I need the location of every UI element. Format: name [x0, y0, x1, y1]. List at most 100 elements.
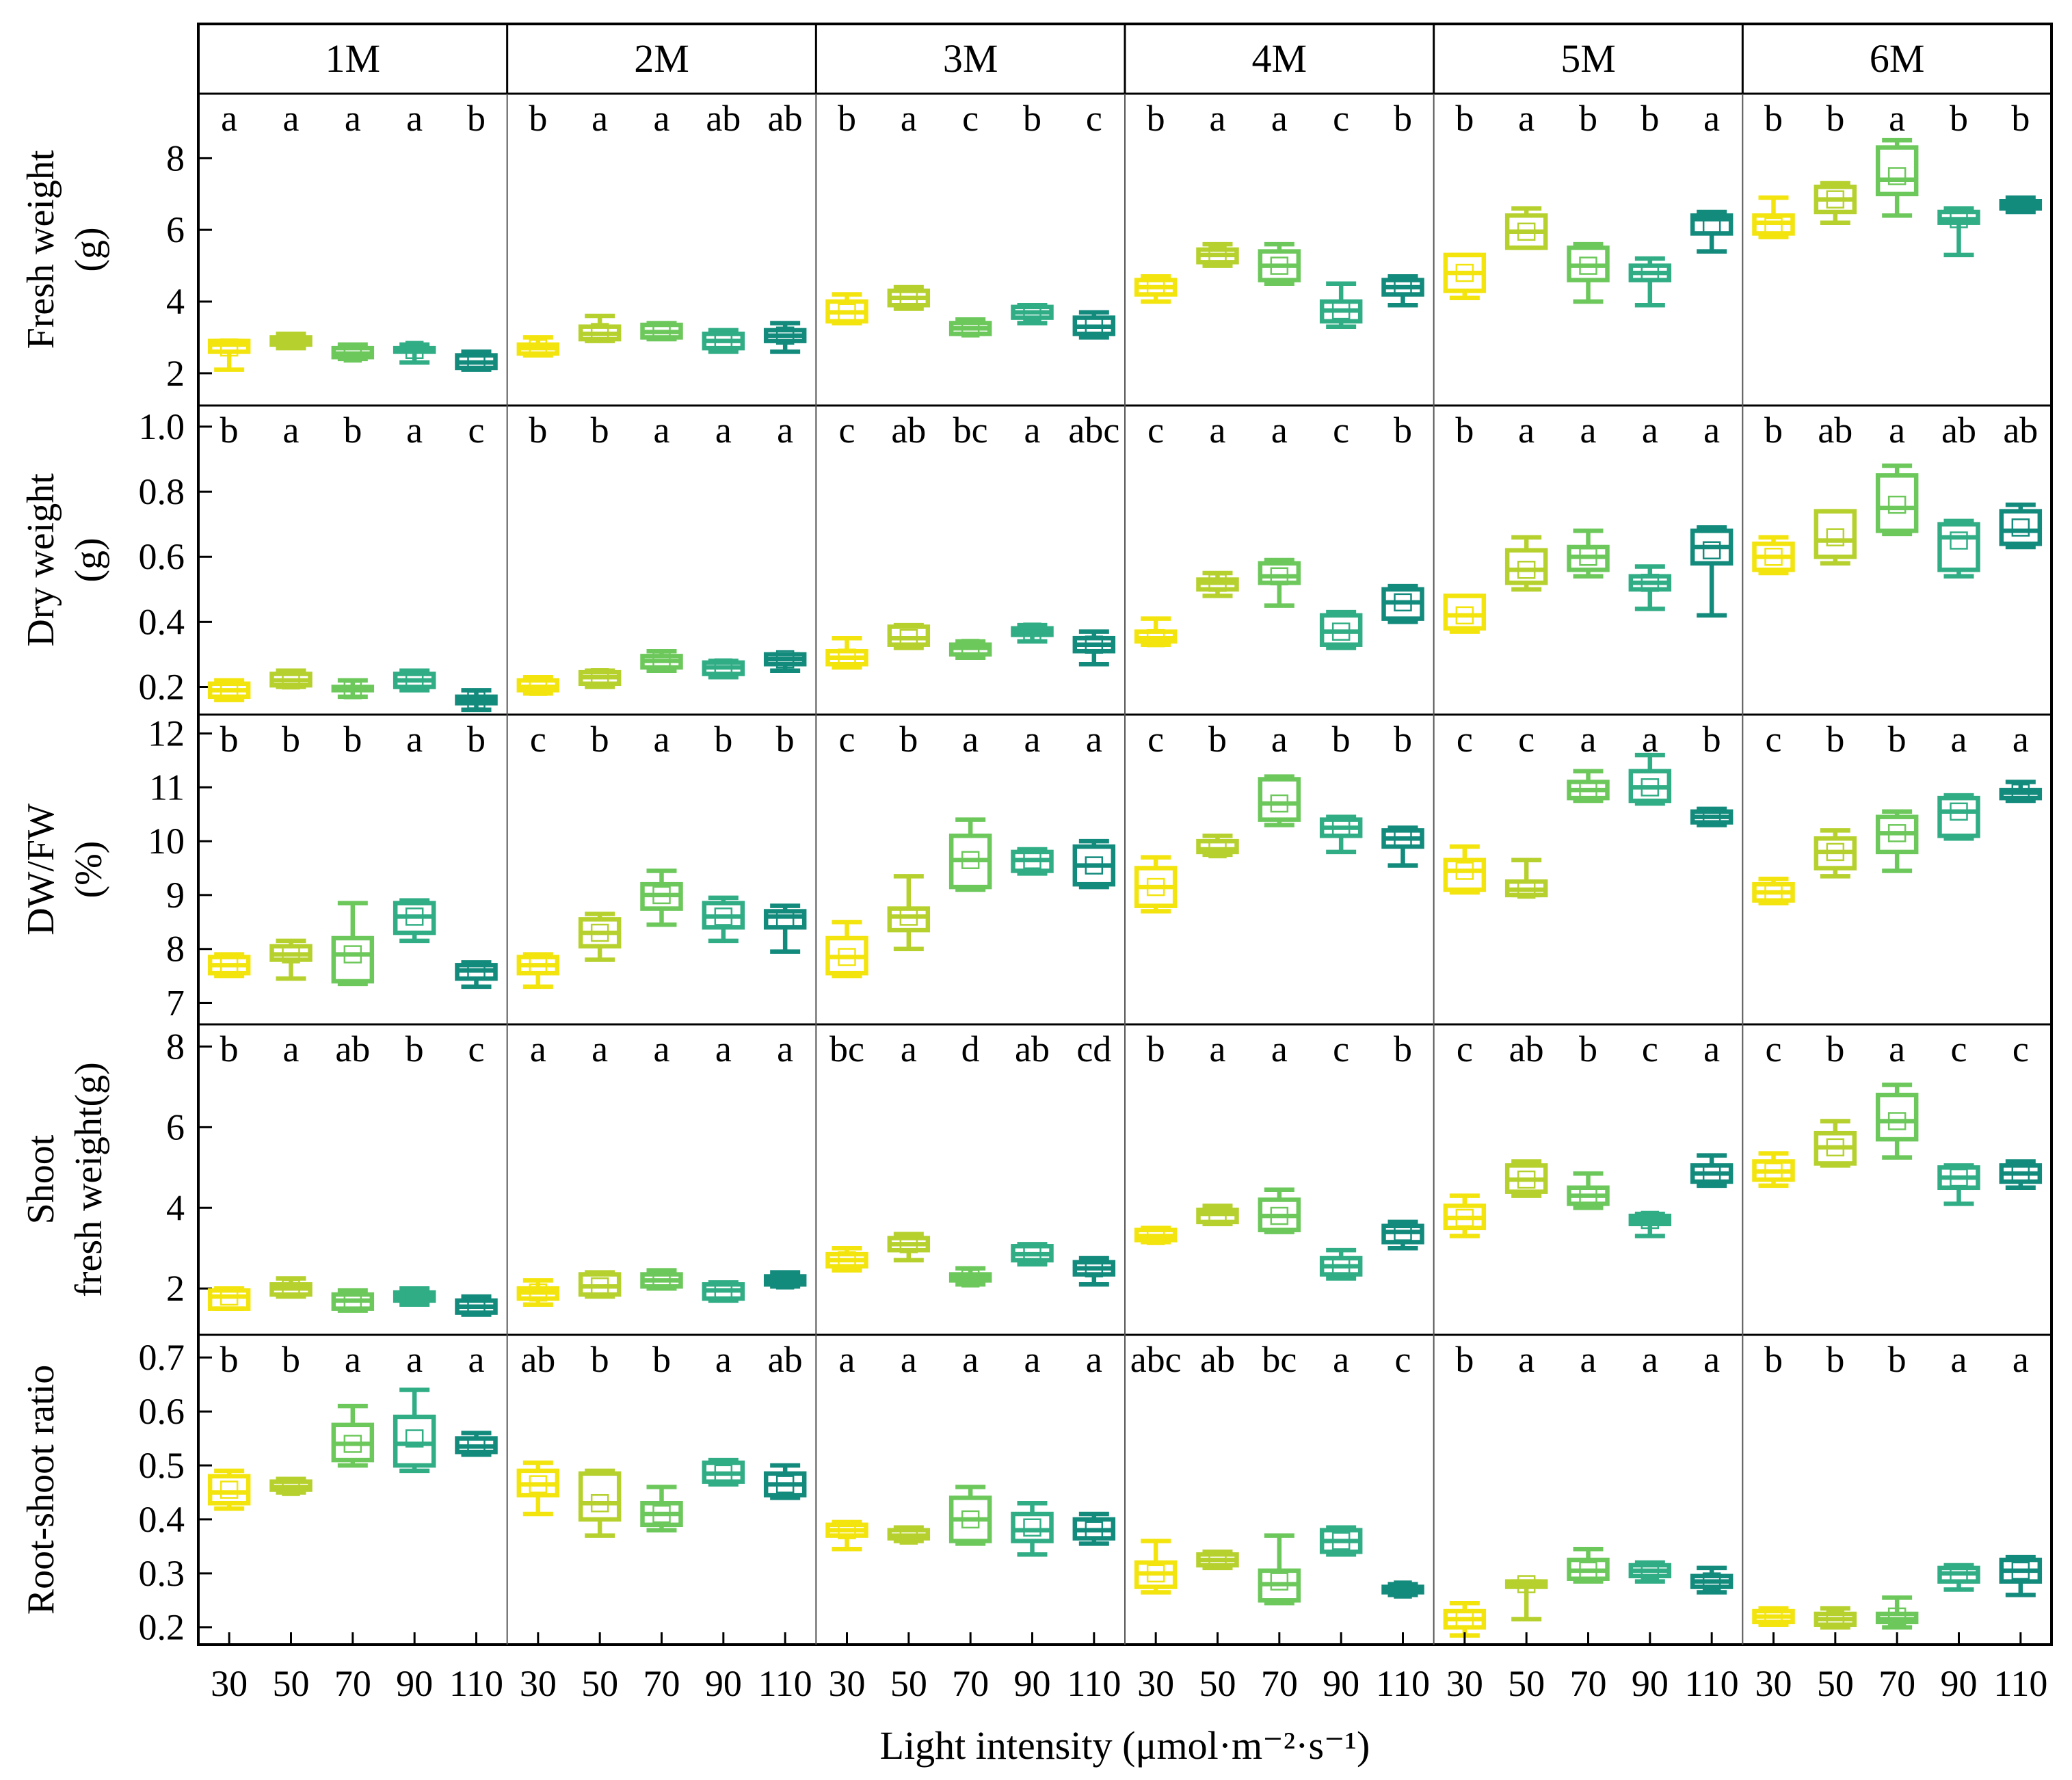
- significance-letter: b: [1147, 98, 1165, 139]
- significance-letter: a: [654, 410, 670, 451]
- box-shoot-5M-50-mean: [1517, 1170, 1536, 1189]
- significance-letter: b: [714, 719, 732, 760]
- y-tick-label: 9: [166, 875, 185, 916]
- significance-letter: b: [343, 719, 362, 760]
- y-tick-label: 0.2: [139, 667, 185, 708]
- box-dwfw-2M-30-mean: [529, 956, 548, 974]
- box-dry-1M-110-mean: [467, 691, 486, 709]
- box-fresh-2M-110-mean: [775, 326, 795, 345]
- significance-letter: c: [1766, 719, 1782, 760]
- box-dry-3M-30-mean: [838, 648, 856, 667]
- x-tick-label: 50: [1508, 1663, 1545, 1704]
- significance-letter: b: [591, 719, 609, 760]
- significance-letter: a: [1642, 1339, 1658, 1380]
- significance-letter: a: [1889, 1028, 1905, 1070]
- box-dry-1M-70-mean: [343, 681, 362, 700]
- box-rootshoot-4M-70-mean: [1270, 1572, 1289, 1591]
- box-dry-6M-90-box: [1937, 522, 1980, 572]
- significance-letter: a: [1086, 1339, 1102, 1380]
- significance-letter: a: [654, 98, 670, 139]
- box-shoot-3M-70-mean: [961, 1269, 980, 1288]
- y-tick-label: 8: [166, 929, 185, 970]
- significance-letter: c: [1086, 98, 1102, 139]
- box-shoot-2M-110-mean: [775, 1271, 795, 1290]
- significance-letter: c: [839, 719, 855, 760]
- box-dry-6M-50-mean: [1826, 528, 1845, 546]
- box-dwfw-6M-70-mean: [1887, 824, 1907, 842]
- box-fresh-3M-70-mean: [961, 319, 980, 338]
- significance-letter: a: [1703, 1339, 1720, 1380]
- significance-letter: bc: [1262, 1339, 1297, 1380]
- significance-letter: b: [282, 1339, 300, 1380]
- box-rootshoot-2M-90-mean: [714, 1464, 733, 1483]
- significance-letter: ab: [335, 1028, 370, 1070]
- box-dry-5M-30-box: [1443, 594, 1487, 631]
- significance-letter: ab: [1941, 410, 1976, 451]
- box-rootshoot-3M-90-box: [1011, 1511, 1054, 1543]
- significance-letter: b: [220, 719, 239, 760]
- box-shoot-2M-90-mean: [714, 1281, 733, 1300]
- box-dwfw-3M-70-mean: [961, 851, 980, 869]
- x-tick-label: 110: [449, 1663, 503, 1704]
- box-dwfw-6M-90-mean: [1950, 802, 1968, 821]
- x-tick-label: 30: [211, 1663, 248, 1704]
- box-rootshoot-3M-70-mean: [961, 1510, 980, 1529]
- significance-letter: a: [1642, 719, 1658, 760]
- box-fresh-6M-110-mean: [2011, 196, 2030, 214]
- box-shoot-5M-30-mean: [1455, 1208, 1474, 1227]
- significance-letter: a: [1703, 1028, 1720, 1070]
- y-tick-label: 0.6: [139, 536, 185, 577]
- significance-letter: a: [592, 98, 608, 139]
- significance-letter: c: [1457, 1028, 1473, 1070]
- box-dwfw-2M-70-mean: [652, 886, 671, 905]
- box-dry-1M-30-mean: [220, 681, 239, 700]
- significance-letter: a: [901, 1028, 917, 1070]
- y-axis-title: (%): [68, 841, 110, 899]
- box-dry-3M-90-mean: [1023, 622, 1041, 641]
- significance-letter: c: [1147, 719, 1164, 760]
- significance-letter: a: [406, 719, 423, 760]
- box-dwfw-5M-50-mean: [1517, 880, 1536, 899]
- significance-letter: c: [1333, 98, 1349, 139]
- box-fresh-4M-50-mean: [1208, 245, 1227, 265]
- y-axis-title: DW/FW: [20, 803, 62, 935]
- significance-letter: b: [1332, 719, 1351, 760]
- x-tick-label: 70: [1878, 1663, 1915, 1704]
- significance-letter: b: [776, 719, 795, 760]
- box-rootshoot-6M-90-mean: [1950, 1564, 1968, 1583]
- box-shoot-1M-30-mean: [220, 1287, 239, 1306]
- significance-letter: b: [1208, 719, 1227, 760]
- box-dwfw-4M-90-mean: [1331, 819, 1351, 837]
- significance-letter: a: [1271, 98, 1288, 139]
- box-dry-5M-30-mean: [1455, 606, 1474, 625]
- box-rootshoot-5M-70-mean: [1579, 1561, 1597, 1580]
- x-tick-label: 70: [1261, 1663, 1298, 1704]
- significance-letter: a: [1333, 1339, 1349, 1380]
- box-rootshoot-2M-70-mean: [652, 1504, 671, 1524]
- significance-letter: c: [1333, 1028, 1349, 1070]
- significance-letter: c: [530, 719, 546, 760]
- box-shoot-6M-70-mean: [1887, 1112, 1907, 1130]
- box-rootshoot-3M-30-mean: [838, 1521, 856, 1539]
- significance-letter: c: [1333, 410, 1349, 451]
- box-rootshoot-4M-30-mean: [1146, 1564, 1165, 1583]
- box-rootshoot-3M-110-mean: [1085, 1521, 1104, 1539]
- box-shoot-4M-110-mean: [1394, 1223, 1412, 1241]
- x-tick-label: 50: [581, 1663, 618, 1704]
- box-fresh-5M-110-box: [1690, 213, 1734, 236]
- box-dwfw-1M-30-mean: [220, 956, 239, 974]
- box-dwfw-1M-70-box: [331, 935, 375, 984]
- significance-letter: a: [283, 410, 300, 451]
- significance-letter: a: [654, 719, 670, 760]
- significance-letter: b: [220, 1339, 239, 1380]
- significance-letter: a: [1271, 1028, 1288, 1070]
- significance-letter: b: [1455, 410, 1474, 451]
- box-dwfw-6M-110-mean: [2011, 783, 2030, 802]
- significance-letter: c: [1766, 1028, 1782, 1070]
- box-fresh-1M-50-mean: [282, 332, 300, 350]
- box-dry-4M-70-mean: [1270, 567, 1289, 586]
- box-dwfw-1M-90-mean: [405, 907, 424, 926]
- x-tick-label: 110: [1685, 1663, 1739, 1704]
- significance-letter: a: [1518, 98, 1535, 139]
- y-tick-label: 7: [166, 982, 185, 1023]
